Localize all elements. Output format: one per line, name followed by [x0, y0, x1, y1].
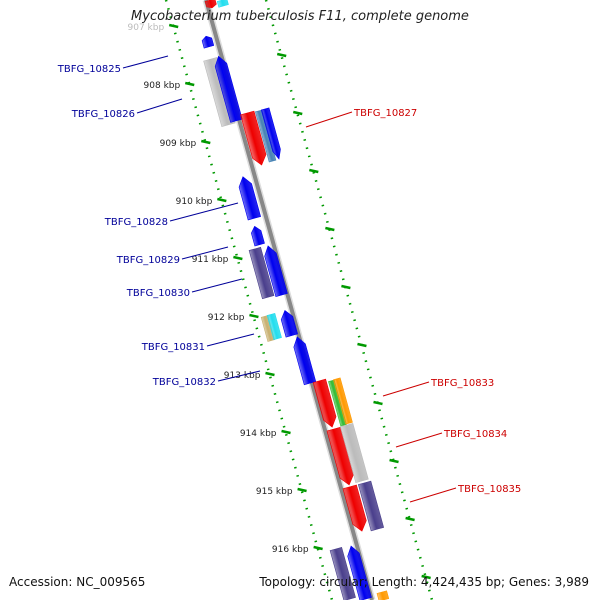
gene-10833-orange-block [333, 377, 353, 425]
gene-label-leader [181, 246, 229, 260]
scale-tick-mark-right [325, 226, 335, 232]
gene-10832-arrow-b [293, 336, 317, 386]
gene-label-leader [122, 55, 169, 69]
gene-label-leader [409, 487, 457, 503]
gene-bottom-arrow [347, 545, 372, 600]
gene-10833-red-arrow [312, 378, 337, 428]
scale-tick-mark [249, 313, 259, 319]
gene-10835-red-arrow [342, 484, 367, 532]
scale-tick-label: 916 kbp [272, 545, 309, 555]
gene-label: TBFG_10832 [152, 377, 216, 388]
gene-features [201, 0, 390, 600]
gene-label: TBFG_10834 [443, 429, 507, 440]
gene-10835-slate-block [357, 480, 385, 532]
scale-tick-mark-right [276, 52, 287, 58]
gene-10827-blue-arrow [260, 107, 281, 160]
gene-label-leader [169, 202, 239, 222]
scale-tick-mark-right [389, 458, 399, 464]
scale-tick-label: 914 kbp [240, 429, 277, 439]
scale-tick-mark-right [421, 574, 431, 580]
gene-top-cyan-fragment [216, 0, 229, 8]
scale-tick-mark [201, 139, 211, 145]
gene-label: TBFG_10833 [430, 378, 494, 389]
gene-10828-arrow [238, 176, 262, 221]
gene-label-leader [136, 98, 183, 114]
gene-labels: TBFG_10825 TBFG_10826 TBFG_10827 TBFG_10828… [57, 55, 521, 503]
scale-tick-label: 907 kbp [128, 23, 165, 33]
scale-tick-mark [217, 197, 227, 203]
gene-label: TBFG_10835 [457, 484, 521, 495]
gene-label: TBFG_10829 [116, 255, 180, 266]
gene-label-leader [382, 381, 430, 397]
gene-label-leader [217, 370, 261, 382]
accession-text: Accession: NC_009565 [9, 575, 146, 589]
scale-tick-mark-right [373, 400, 383, 406]
scale-ticks: 907 kbp 908 kbp 909 kbp 910 kbp 911 kbp 912 k… [128, 23, 431, 580]
scale-tick-mark [168, 23, 179, 29]
gene-10826-arrow [214, 55, 243, 123]
gene-10830-slate-block [248, 246, 275, 300]
scale-tick-mark-right [341, 284, 351, 290]
scale-tick-mark-right [357, 342, 367, 348]
genome-summary-text: Topology: circular; Length: 4,424,435 bp… [259, 575, 589, 589]
gene-10827-steel-block [254, 109, 277, 163]
gene-10827-red-arrow [240, 110, 267, 166]
scale-tick-label: 908 kbp [144, 81, 181, 91]
gene-10832-arrow-a [280, 309, 298, 338]
gene-label: TBFG_10828 [104, 217, 168, 228]
gene-label: TBFG_10827 [353, 108, 417, 119]
scale-tick-label: 910 kbp [176, 197, 213, 207]
scale-tick-label: 911 kbp [192, 255, 229, 265]
right-track-dotted-line [264, 0, 434, 600]
gene-label: TBFG_10826 [71, 109, 135, 120]
gene-label-leader [206, 333, 255, 347]
gene-top-red-fragment [204, 0, 217, 9]
gene-10834-grey-block [339, 422, 369, 484]
scale-tick-mark-right [309, 168, 319, 174]
gene-bottom-orange-fragment [376, 590, 390, 600]
gene-bottom-slate-block [329, 546, 356, 600]
gene-10829-arrow [251, 225, 265, 247]
left-track-dotted-line [164, 0, 334, 600]
gene-label: TBFG_10830 [126, 288, 190, 299]
map-title: Mycobacterium tuberculosis F11, complete… [131, 9, 469, 24]
gene-10831-cyan-block [266, 313, 282, 340]
scale-tick-label: 912 kbp [208, 313, 245, 323]
gene-10833-green-block [328, 379, 347, 427]
gene-10825-arrow [201, 35, 215, 49]
gene-label: TBFG_10825 [57, 64, 121, 75]
scale-tick-label: 913 kbp [224, 371, 261, 381]
scale-tick-mark [313, 545, 323, 551]
gene-10834-red-arrow [326, 426, 354, 486]
scale-tick-mark-right [405, 516, 415, 522]
scale-tick-mark [281, 429, 291, 435]
scale-tick-mark-right [292, 110, 303, 116]
scale-tick-mark [233, 255, 243, 261]
gene-label-leader [191, 278, 243, 293]
scale-tick-label: 909 kbp [160, 139, 197, 149]
scale-tick-mark [265, 371, 275, 377]
gene-label-leader [305, 111, 353, 128]
gene-label: TBFG_10831 [141, 342, 205, 353]
scale-tick-mark [297, 487, 307, 493]
scale-tick-mark [184, 81, 195, 87]
scale-tick-label: 915 kbp [256, 487, 293, 497]
gene-10830-arrow [264, 245, 288, 298]
gene-label-leader [395, 432, 443, 448]
